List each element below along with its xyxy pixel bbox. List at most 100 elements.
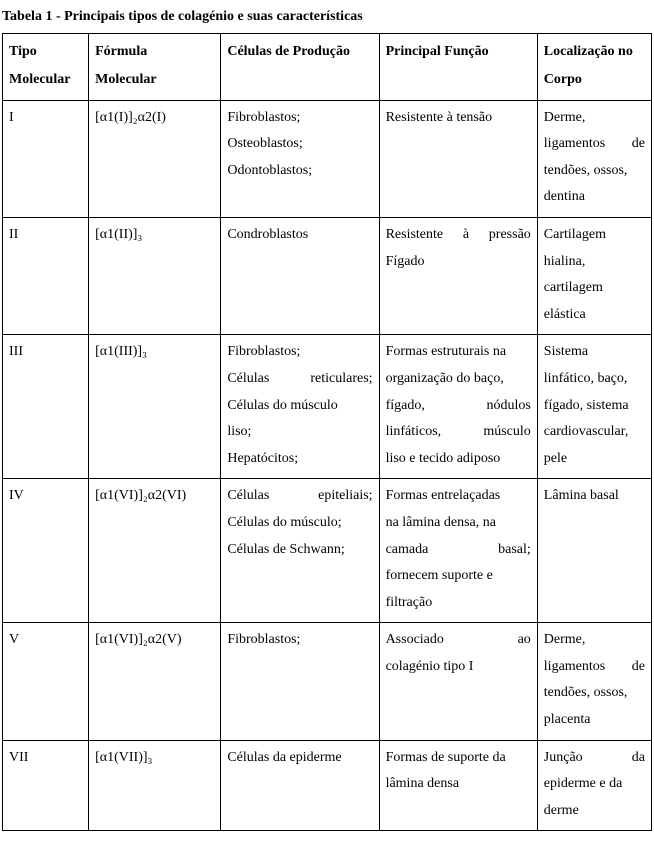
- text: Fibroblastos;: [227, 110, 300, 125]
- text: Formas entrelaçadas: [386, 488, 501, 503]
- text: Junção da: [544, 745, 645, 772]
- text: tendões, ossos,: [544, 685, 628, 700]
- text: Resistente: [386, 222, 444, 249]
- cell-location: Junção da epiderme e da derme: [537, 740, 651, 831]
- text: ligamentos de: [544, 654, 645, 681]
- text: filtração: [386, 595, 433, 610]
- cell-type: V: [3, 623, 89, 740]
- text: Derme,: [544, 632, 586, 647]
- cell-type: III: [3, 335, 89, 479]
- text: de: [632, 131, 645, 158]
- text: Sistema: [544, 344, 588, 359]
- text: Derme,: [544, 110, 586, 125]
- cell-formula: [α1(VII)]₃: [89, 740, 221, 831]
- cell-formula: [α1(II)]₃: [89, 217, 221, 334]
- h-formula-2: Molecular: [95, 72, 156, 87]
- cell-function: Resistente à pressão Fígado: [379, 217, 537, 334]
- cell-formula: [α1(VI)]₂α2(V): [89, 623, 221, 740]
- cell-type: I: [3, 100, 89, 217]
- h-tipo-1: Tipo: [9, 44, 37, 59]
- text: fígado, nódulos: [386, 393, 531, 420]
- text: Células reticulares;: [227, 366, 372, 393]
- col-header-formula: Fórmula Molecular: [89, 33, 221, 100]
- cell-type: IV: [3, 479, 89, 623]
- text: Odontoblastos;: [227, 163, 312, 178]
- text: ao: [518, 627, 531, 654]
- text: Fibroblastos;: [227, 344, 300, 359]
- text: Fígado: [386, 254, 425, 269]
- text: Hepatócitos;: [227, 451, 298, 466]
- text: epiteliais;: [318, 483, 372, 510]
- text: Células: [227, 366, 269, 393]
- text: músculo: [483, 419, 530, 446]
- cell-cells: Fibroblastos; Osteoblastos; Odontoblasto…: [221, 100, 379, 217]
- cell-formula: [α1(III)]₃: [89, 335, 221, 479]
- text: dentina: [544, 189, 585, 204]
- text: placenta: [544, 712, 591, 727]
- text: à: [463, 222, 469, 249]
- text: derme: [544, 803, 579, 818]
- table-row: I [α1(I)]₂α2(I) Fibroblastos; Osteoblast…: [3, 100, 652, 217]
- cell-function: Resistente à tensão: [379, 100, 537, 217]
- cell-cells: Fibroblastos; Células reticulares; Célul…: [221, 335, 379, 479]
- text: Células de Schwann;: [227, 542, 344, 557]
- h-tipo-2: Molecular: [9, 72, 70, 87]
- text: Formas estruturais na: [386, 344, 507, 359]
- col-header-tipo: Tipo Molecular: [3, 33, 89, 100]
- cell-function: Formas entrelaçadas na lâmina densa, na …: [379, 479, 537, 623]
- header-row: Tipo Molecular Fórmula Molecular Células…: [3, 33, 652, 100]
- text: Resistente à pressão: [386, 222, 531, 249]
- table-row: III [α1(III)]₃ Fibroblastos; Células ret…: [3, 335, 652, 479]
- text: Cartilagem: [544, 227, 606, 242]
- cell-type: II: [3, 217, 89, 334]
- text: liso e tecido adiposo: [386, 451, 501, 466]
- table-row: IV [α1(VI)]₂α2(VI) Células epiteliais; C…: [3, 479, 652, 623]
- text: ligamentos de: [544, 131, 645, 158]
- col-header-celulas: Células de Produção: [221, 33, 379, 100]
- cell-cells: Condroblastos: [221, 217, 379, 334]
- cell-location: Derme, ligamentos de tendões, ossos, pla…: [537, 623, 651, 740]
- table-caption: Tabela 1 - Principais tipos de colagénio…: [0, 0, 654, 33]
- text: lâmina densa: [386, 776, 459, 791]
- cell-cells: Células epiteliais; Células do músculo; …: [221, 479, 379, 623]
- cell-cells: Fibroblastos;: [221, 623, 379, 740]
- text: colagénio tipo I: [386, 659, 474, 674]
- text: de: [632, 654, 645, 681]
- collagen-table: Tipo Molecular Fórmula Molecular Células…: [2, 33, 652, 832]
- text: ligamentos: [544, 654, 605, 681]
- text: cartilagem: [544, 280, 603, 295]
- text: reticulares;: [310, 366, 372, 393]
- table-row: VII [α1(VII)]₃ Células da epiderme Forma…: [3, 740, 652, 831]
- text: Osteoblastos;: [227, 136, 302, 151]
- cell-type: VII: [3, 740, 89, 831]
- text: Associado: [386, 627, 444, 654]
- text: tendões, ossos,: [544, 163, 628, 178]
- text: Formas de suporte da: [386, 750, 506, 765]
- text: Células epiteliais;: [227, 483, 372, 510]
- col-header-local: Localização no Corpo: [537, 33, 651, 100]
- text: pressão: [489, 222, 531, 249]
- cell-cells: Células da epiderme: [221, 740, 379, 831]
- cell-function: Formas de suporte da lâmina densa: [379, 740, 537, 831]
- text: basal;: [498, 537, 531, 564]
- cell-location: Derme, ligamentos de tendões, ossos, den…: [537, 100, 651, 217]
- cell-formula: [α1(VI)]₂α2(VI): [89, 479, 221, 623]
- text: hialina,: [544, 254, 586, 269]
- text: liso;: [227, 424, 251, 439]
- cell-location: Sistema linfático, baço, fígado, sistema…: [537, 335, 651, 479]
- text: Associado ao: [386, 627, 531, 654]
- cell-location: Cartilagem hialina, cartilagem elástica: [537, 217, 651, 334]
- text: Células do músculo;: [227, 515, 341, 530]
- cell-function: Associado ao colagénio tipo I: [379, 623, 537, 740]
- text: fígado, sistema: [544, 398, 629, 413]
- text: na lâmina densa, na: [386, 515, 496, 530]
- text: camada basal;: [386, 537, 531, 564]
- cell-location: Lâmina basal: [537, 479, 651, 623]
- text: da: [632, 745, 645, 772]
- text: fornecem suporte e: [386, 568, 493, 583]
- text: fígado,: [386, 393, 425, 420]
- text: Células do músculo: [227, 398, 337, 413]
- text: linfáticos, músculo: [386, 419, 531, 446]
- table-row: V [α1(VI)]₂α2(V) Fibroblastos; Associado…: [3, 623, 652, 740]
- table-row: II [α1(II)]₃ Condroblastos Resistente à …: [3, 217, 652, 334]
